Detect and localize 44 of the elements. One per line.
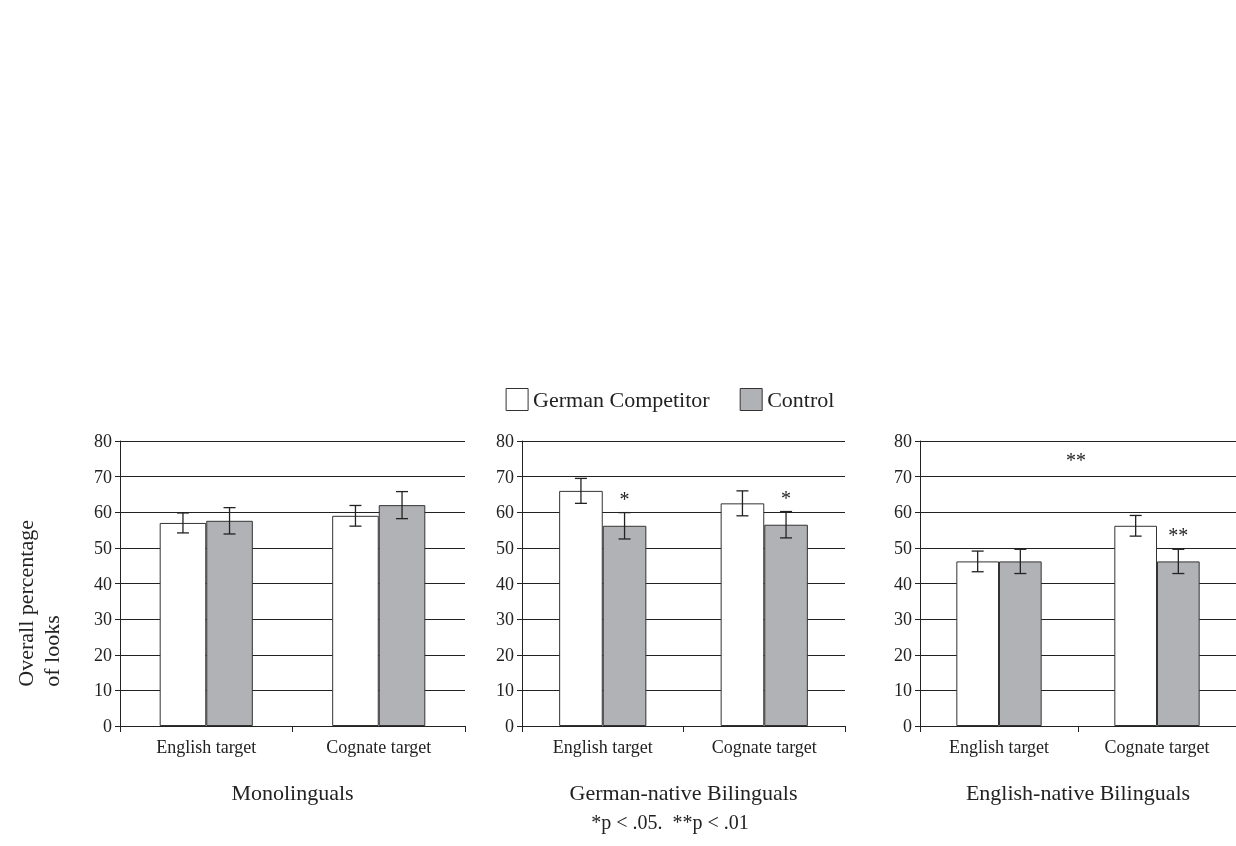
y-tick-label: 30	[94, 609, 112, 630]
annotation: **	[1066, 449, 1086, 471]
y-tick-label: 70	[894, 466, 912, 487]
y-tick-label: 40	[496, 573, 514, 594]
y-axis-title: Overall percentage of looks	[12, 520, 64, 687]
y-tick-label: 60	[496, 502, 514, 523]
y-tick-label: 0	[903, 716, 912, 736]
y-tick-label: 10	[94, 680, 112, 701]
x-axis-title: English-native Bilinguals	[965, 779, 1191, 805]
y-tick-label: 70	[496, 466, 514, 487]
y-tick-label: 30	[496, 609, 514, 630]
annotation: *	[781, 486, 792, 509]
y-tick-label: 60	[94, 502, 112, 523]
x-tick-label: English target	[948, 737, 1050, 757]
annotation: **	[1168, 524, 1189, 547]
x-axis-title: German-native Bilinguals	[569, 779, 798, 805]
y-tick-label: 20	[94, 644, 112, 665]
y-tick-label: 10	[496, 680, 514, 701]
x-axis-title: Monolinguals	[231, 779, 354, 805]
annotation: *	[619, 487, 630, 510]
y-tick-label: 50	[894, 537, 912, 558]
text: *p < .05. **p < .01	[591, 811, 749, 834]
y-tick-label: 80	[894, 431, 912, 451]
y-tick-label: 10	[894, 680, 912, 701]
y-tick-label: 80	[496, 431, 514, 451]
legend-label: Control	[767, 387, 835, 412]
y-tick-label: 80	[94, 431, 112, 451]
x-tick-label: Cognate target	[1104, 737, 1210, 757]
y-tick-label: 0	[505, 716, 514, 736]
y-tick-label: 50	[496, 537, 514, 558]
x-tick-label: English target	[156, 737, 257, 757]
x-tick-label: Cognate target	[711, 737, 817, 757]
y-tick-label: 60	[894, 502, 912, 523]
y-tick-label: 0	[103, 716, 112, 736]
y-tick-label: 30	[894, 609, 912, 630]
x-tick-label: English target	[552, 737, 653, 757]
x-tick-label: Cognate target	[326, 737, 432, 757]
y-tick-label: 20	[894, 644, 912, 665]
y-tick-label: 40	[894, 573, 912, 594]
y-tick-label: 50	[94, 537, 112, 558]
legend-label: German Competitor	[533, 387, 711, 412]
y-tick-label: 40	[94, 573, 112, 594]
y-tick-label: 20	[496, 644, 514, 665]
y-tick-label: 70	[94, 466, 112, 487]
